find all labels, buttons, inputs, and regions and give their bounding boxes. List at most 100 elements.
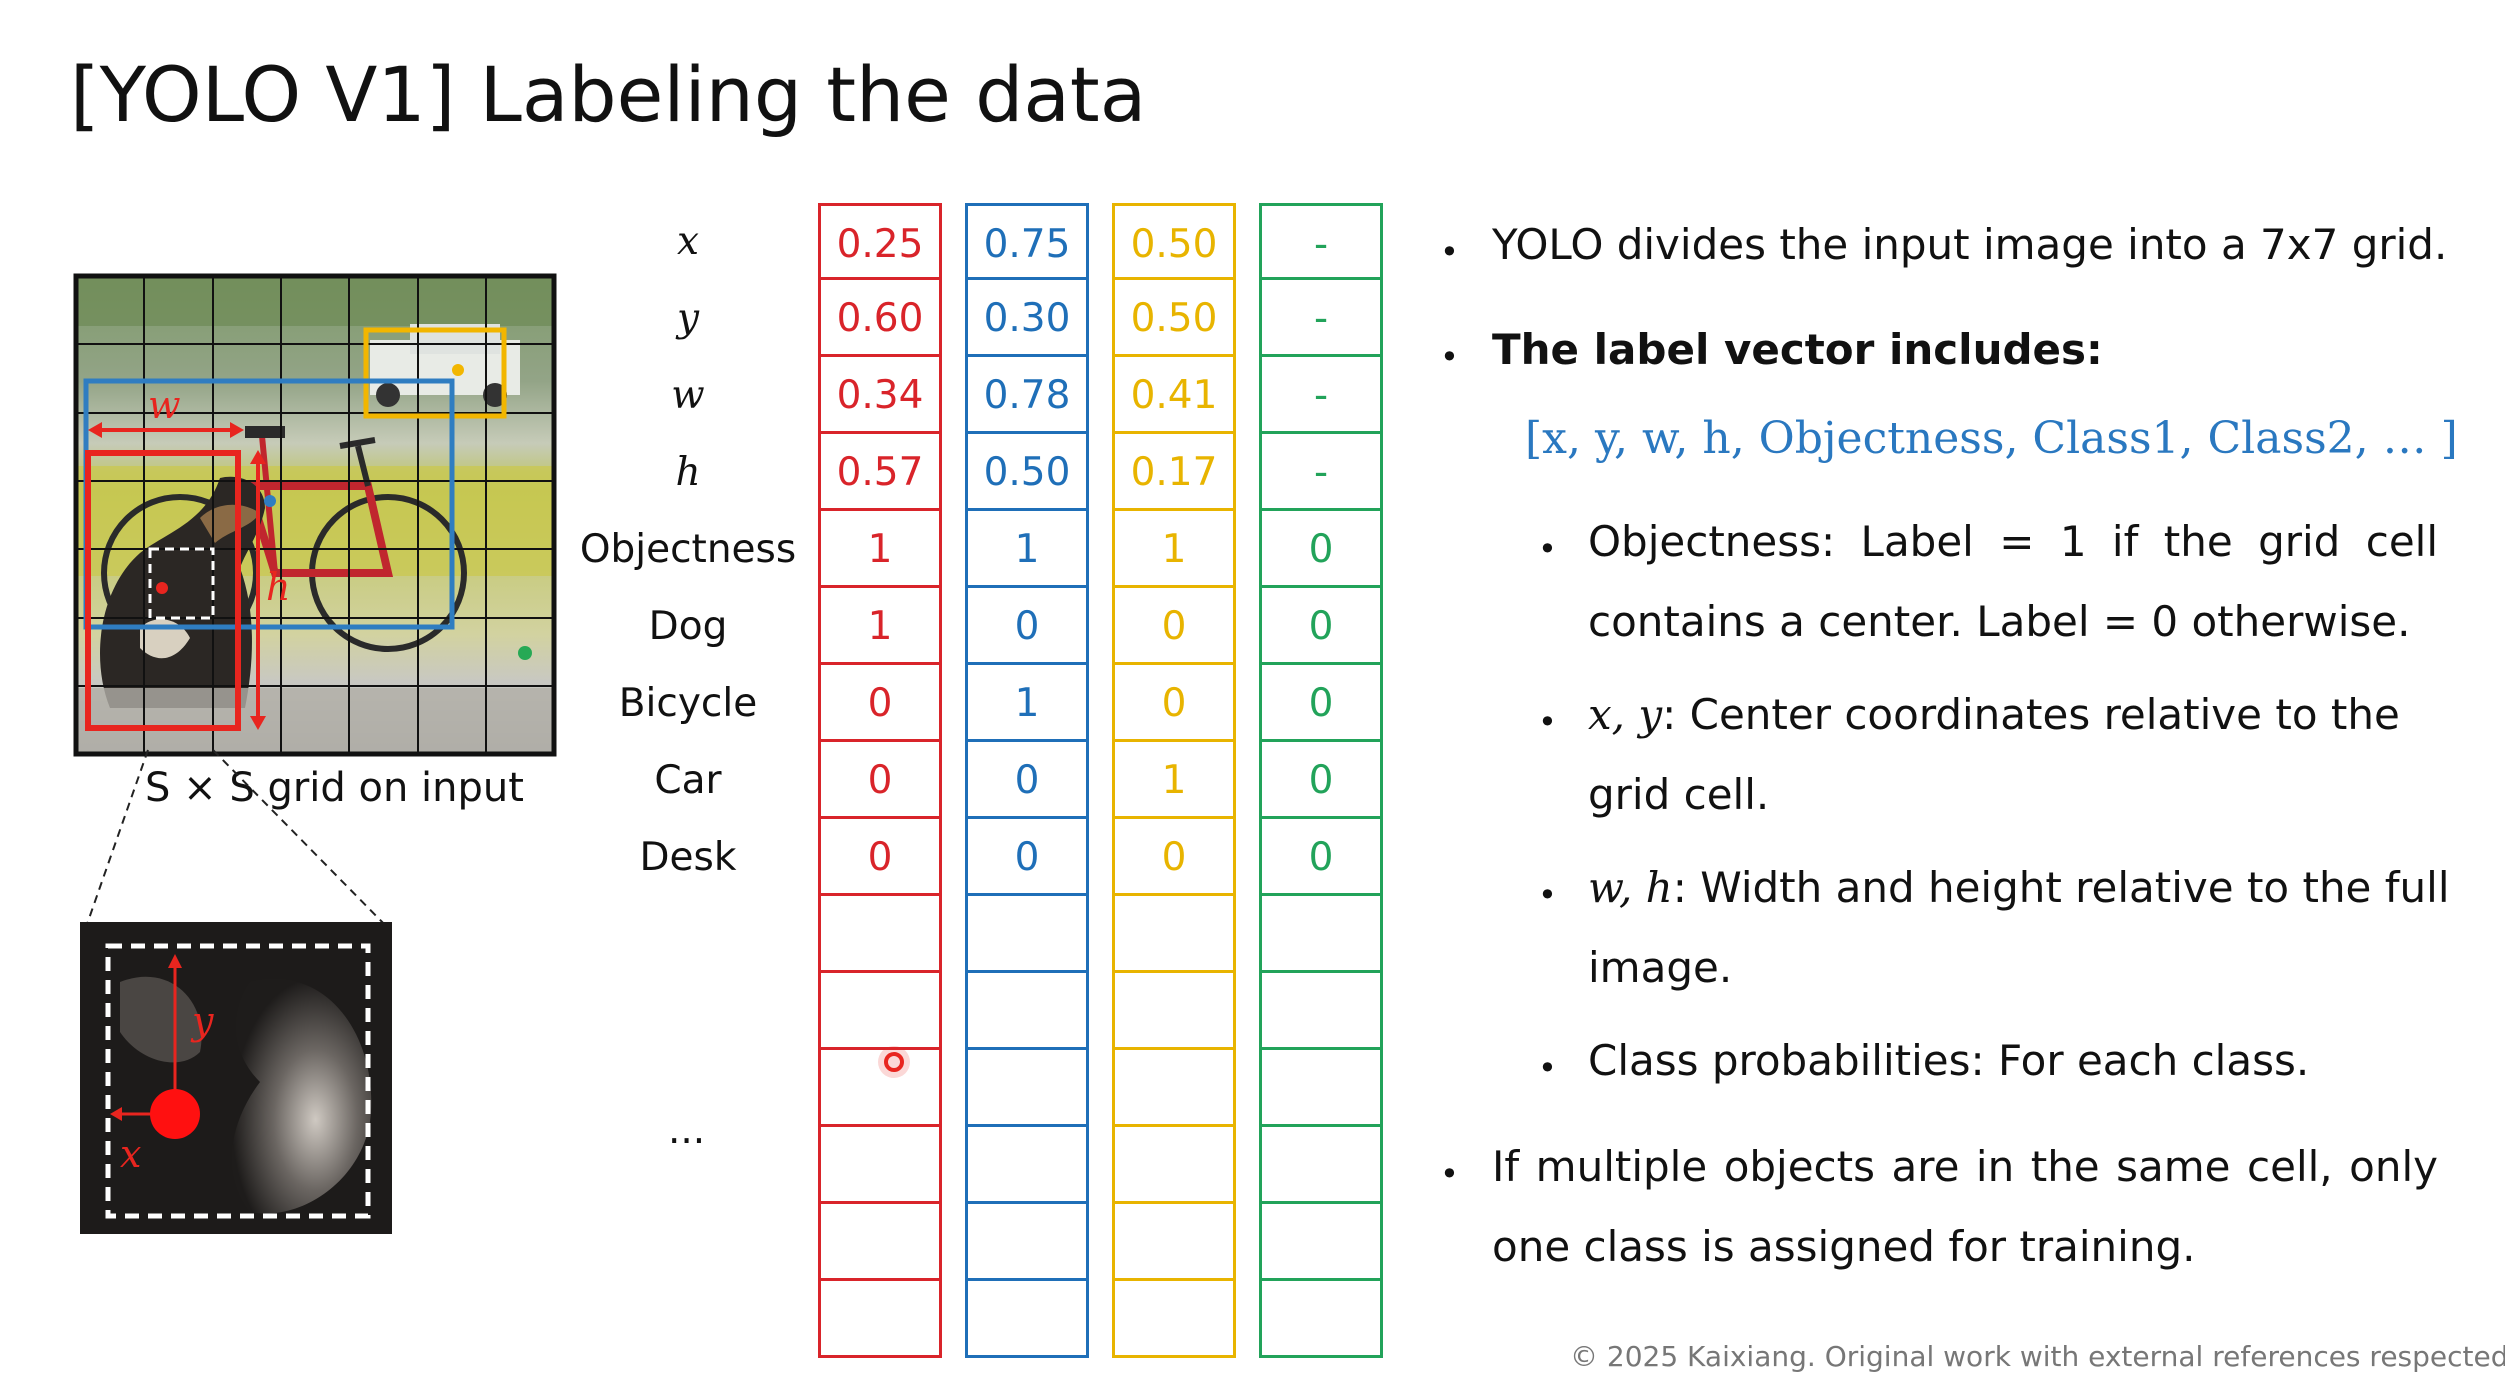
- label-cell: 0: [965, 819, 1089, 896]
- label-cell-empty: [965, 1204, 1089, 1281]
- label-cell: -: [1259, 357, 1383, 434]
- grid-lines: [76, 276, 554, 754]
- bullet-multiple-objects-cont: one class is assigned for training.: [1492, 1222, 2196, 1271]
- y-label: y: [190, 999, 214, 1043]
- object-center-dot: [150, 1089, 200, 1139]
- label-cell: 0.30: [965, 280, 1089, 357]
- car-center-point: [452, 364, 464, 376]
- label-cell: 0: [1112, 819, 1236, 896]
- bicycle-center-point: [264, 495, 276, 507]
- label-cell: 0: [965, 742, 1089, 819]
- label-cell: 1: [965, 511, 1089, 588]
- label-cell-empty: [818, 1204, 942, 1281]
- label-cell-empty: [1112, 1281, 1236, 1358]
- label-cell-empty: [1259, 1127, 1383, 1204]
- label-cell-empty: [818, 973, 942, 1050]
- label-cell-empty: [1259, 896, 1383, 973]
- row-label-objectness: Objectness: [579, 527, 797, 572]
- grid-figure: w h: [73, 273, 557, 757]
- rows-ellipsis: ...: [668, 1108, 706, 1153]
- label-cell: -: [1259, 203, 1383, 280]
- label-cell: 1: [1112, 511, 1236, 588]
- label-cell: 0: [818, 742, 942, 819]
- label-cell: 0.57: [818, 434, 942, 511]
- width-label: w: [148, 383, 181, 427]
- label-cell: 0: [1259, 742, 1383, 819]
- label-cell-empty: [1259, 1204, 1383, 1281]
- label-cell: 0: [965, 588, 1089, 665]
- label-cell-empty: [1259, 1281, 1383, 1358]
- xy-math: x, y: [1588, 690, 1663, 739]
- grid-caption: S × S grid on input: [145, 765, 524, 811]
- label-cell-empty: [1112, 1204, 1236, 1281]
- zoomed-cell-inset: y x: [80, 922, 392, 1234]
- label-cell: 1: [818, 588, 942, 665]
- label-cell: 0: [1259, 511, 1383, 588]
- label-cell-empty: [818, 1127, 942, 1204]
- label-cell: 0: [1112, 588, 1236, 665]
- label-cell: 0.75: [965, 203, 1089, 280]
- dog-center-point: [156, 582, 168, 594]
- cursor-indicator: [878, 1046, 910, 1078]
- label-vector-formula: [x, y, w, h, Objectness, Class1, Class2,…: [1525, 413, 2458, 464]
- sub-bullet-objectness-cont: contains a center. Label = 0 otherwise.: [1588, 597, 2411, 646]
- label-cell: 0.34: [818, 357, 942, 434]
- label-cell: 1: [1112, 742, 1236, 819]
- bullet-grid-division: YOLO divides the input image into a 7x7 …: [1492, 220, 2448, 269]
- label-cell: 0.78: [965, 357, 1089, 434]
- label-cell-empty: [1112, 1050, 1236, 1127]
- label-cell: -: [1259, 434, 1383, 511]
- label-cell-empty: [965, 1050, 1089, 1127]
- label-cell: 0.50: [1112, 280, 1236, 357]
- label-cell: 0.60: [818, 280, 942, 357]
- row-label-car: Car: [654, 758, 722, 803]
- label-cell: 0: [1112, 665, 1236, 742]
- bullet-label-vector: The label vector includes:: [1492, 325, 2103, 374]
- label-cell: 0: [1259, 665, 1383, 742]
- label-cell-empty: [965, 1281, 1089, 1358]
- label-cell-empty: [818, 896, 942, 973]
- label-cell-empty: [1112, 1127, 1236, 1204]
- label-cell: 0.41: [1112, 357, 1236, 434]
- label-cell: 1: [965, 665, 1089, 742]
- x-label: x: [120, 1132, 141, 1176]
- sub-bullet-width-height-cont: image.: [1588, 943, 1733, 992]
- sub-bullet-objectness: Objectness: Label = 1 if the grid cell: [1588, 517, 2438, 566]
- label-column-1: 0.25 0.60 0.34 0.57 1 1 0 0 0: [818, 203, 942, 1358]
- label-cell-empty: [965, 973, 1089, 1050]
- label-cell-empty: [1112, 973, 1236, 1050]
- label-cell-empty: [1259, 1050, 1383, 1127]
- highlighted-grid-cell: [148, 547, 215, 620]
- label-cell: -: [1259, 280, 1383, 357]
- sub-bullet-center-coords-cont: grid cell.: [1588, 770, 1770, 819]
- label-cell: 0: [818, 665, 942, 742]
- input-photo: [76, 276, 554, 754]
- row-label-y: y: [676, 296, 700, 341]
- bullet-multiple-objects: If multiple objects are in the same cell…: [1492, 1142, 2438, 1191]
- copyright-footer: © 2025 Kaixiang. Original work with exte…: [1570, 1340, 2505, 1373]
- label-column-2: 0.75 0.30 0.78 0.50 1 0 1 0 0: [965, 203, 1089, 1358]
- label-cell: 0.25: [818, 203, 942, 280]
- row-label-x: x: [677, 219, 699, 264]
- label-cell-empty: [965, 896, 1089, 973]
- label-cell: 0: [1259, 819, 1383, 896]
- label-cell-empty: [1259, 973, 1383, 1050]
- wh-math: w, h: [1588, 863, 1673, 912]
- label-cell: 0.17: [1112, 434, 1236, 511]
- label-cell: 0: [818, 819, 942, 896]
- height-arrow: [250, 450, 266, 730]
- zoom-lines: [84, 749, 391, 931]
- label-cell: 0: [1259, 588, 1383, 665]
- grid-border: [73, 273, 557, 757]
- label-column-3: 0.50 0.50 0.41 0.17 1 0 0 1 0: [1112, 203, 1236, 1358]
- row-label-dog: Dog: [648, 604, 728, 649]
- label-cell: 1: [818, 511, 942, 588]
- car-bounding-box: [363, 327, 507, 419]
- label-cell-empty: [818, 1050, 942, 1127]
- width-arrow: [88, 422, 244, 438]
- empty-cell-point: [518, 646, 532, 660]
- dog-bounding-box: [85, 450, 241, 731]
- row-label-desk: Desk: [639, 835, 737, 880]
- row-label-bicycle: Bicycle: [618, 681, 758, 726]
